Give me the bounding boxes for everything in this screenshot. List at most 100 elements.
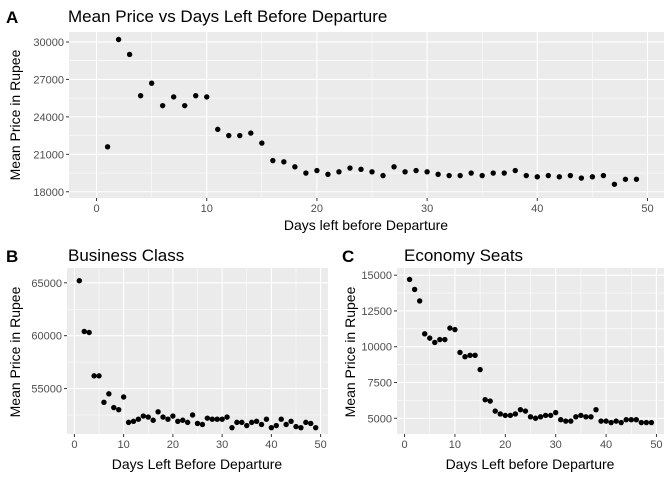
- panel-a-point: [292, 164, 298, 170]
- panel-c-point: [462, 354, 468, 360]
- panel-c-x-tick-label: 50: [650, 439, 662, 451]
- panel-b-ticks: 0 10 20 30 40 50 55000 60000 65000: [31, 278, 326, 451]
- panel-a-point: [358, 166, 364, 172]
- panel-a-point: [170, 94, 177, 100]
- panel-a-point: [413, 167, 419, 174]
- panel-a-point: [424, 169, 430, 175]
- panel-b-x-tick-label: 50: [314, 439, 326, 451]
- panel-b-point: [248, 419, 255, 426]
- panel-c-point: [578, 412, 584, 419]
- panel-c-y-tick-label: 12500: [361, 306, 392, 318]
- panel-c-x-tick-label: 30: [550, 439, 562, 451]
- panel-c: C Economy Seats 0 10 20 30 40 50 5000 7500 10000…: [342, 246, 664, 472]
- panel-c-point: [552, 409, 559, 416]
- panel-a-point: [115, 36, 122, 43]
- panel-c-y-tick-label: 10000: [361, 342, 392, 354]
- panel-b-point: [120, 394, 127, 400]
- panel-a-point: [545, 172, 552, 179]
- panel-c-point: [638, 419, 645, 426]
- panel-c-y-tick-label: 7500: [368, 377, 392, 389]
- panel-a-point: [380, 172, 386, 179]
- panel-b-point: [165, 416, 171, 422]
- panel-a-point: [204, 94, 210, 100]
- panel-a-y-tick-label: 30000: [33, 37, 64, 49]
- panel-b-point: [184, 419, 191, 426]
- panel-a-point: [391, 164, 397, 170]
- panel-c-point: [472, 352, 478, 358]
- panel-c-x-tick-label: 20: [499, 439, 511, 451]
- panel-c-point: [608, 419, 614, 426]
- panel-b-point: [150, 417, 156, 423]
- panel-b-tag: B: [6, 247, 18, 266]
- panel-b-point: [214, 416, 220, 422]
- panel-a-grid: [69, 32, 664, 198]
- panel-c-point: [598, 418, 604, 424]
- panel-c-point: [467, 352, 473, 358]
- panel-c-point: [613, 418, 619, 424]
- panel-b-point: [140, 413, 147, 419]
- panel-b-x-tick-label: 10: [118, 439, 130, 451]
- panel-c-point: [457, 349, 463, 356]
- panel-a-y-tick-label: 21000: [33, 149, 64, 161]
- panel-a-x-tick-label: 20: [311, 203, 323, 215]
- panel-b-y-tick-label: 60000: [31, 331, 62, 343]
- panel-c-point: [406, 276, 413, 283]
- panel-a-title: Mean Price vs Days Left Before Departure: [68, 7, 387, 26]
- panel-c-point: [537, 414, 544, 420]
- panel-b-point: [125, 419, 132, 426]
- panel-a-point: [556, 174, 563, 180]
- panel-b-point: [91, 373, 97, 379]
- panel-b-point: [229, 424, 235, 431]
- panel-a-point: [523, 172, 529, 179]
- panel-a-point: [512, 167, 518, 174]
- panel-a-point: [226, 132, 232, 139]
- panel-a-point: [501, 170, 507, 176]
- panel-c-point: [416, 298, 423, 304]
- panel-b-point: [278, 416, 284, 422]
- panel-c-point: [558, 416, 564, 423]
- panel-c-point: [427, 335, 433, 341]
- panel-a-x-tick-label: 10: [201, 203, 213, 215]
- panel-b-point: [298, 424, 304, 431]
- panel-a-point: [446, 172, 452, 179]
- panel-a-point: [369, 169, 375, 175]
- panel-a-point: [622, 176, 629, 182]
- panel-b-point: [293, 423, 299, 430]
- panel-a-point: [148, 80, 155, 86]
- panel-a-point: [215, 126, 221, 133]
- panel-b-point: [244, 422, 250, 429]
- panel-c-point: [593, 406, 599, 413]
- panel-b-point: [312, 424, 319, 431]
- panel-b-point: [263, 416, 270, 422]
- panel-b-point: [204, 415, 211, 421]
- panel-a-point: [567, 172, 574, 179]
- panel-a-point: [159, 102, 166, 109]
- panel-a-point: [303, 170, 309, 176]
- panel-b-point: [219, 416, 225, 422]
- panel-b-point: [111, 404, 117, 411]
- panel-b-point: [155, 409, 161, 415]
- panel-c-point: [623, 416, 629, 423]
- panel-a-y-tick-label: 27000: [33, 74, 64, 86]
- panel-a-x-axis-title: Days left before Departure: [284, 217, 448, 233]
- panel-a-point: [578, 175, 585, 181]
- panel-a-point: [490, 170, 496, 176]
- panel-c-point: [492, 408, 498, 414]
- panel-a-point: [347, 165, 353, 171]
- panel-b-point: [199, 421, 206, 428]
- panel-b-point: [145, 414, 151, 420]
- panel-c-point: [437, 336, 443, 343]
- panel-c-y-axis-title: Mean Price in Rupee: [342, 286, 358, 417]
- panel-b-grid: [67, 268, 328, 434]
- panel-c-point: [563, 418, 569, 424]
- panel-a-point: [600, 172, 607, 179]
- panel-b-point: [283, 421, 289, 428]
- panel-c-point: [583, 414, 589, 420]
- panel-a-point: [534, 174, 540, 180]
- panel-a-y-tick-label: 24000: [33, 112, 64, 124]
- panel-a-points: [104, 36, 640, 187]
- panel-c-x-tick-label: 10: [449, 439, 461, 451]
- panel-a-point: [193, 92, 199, 99]
- panel-b-point: [175, 418, 181, 425]
- panel-a-point: [248, 130, 254, 136]
